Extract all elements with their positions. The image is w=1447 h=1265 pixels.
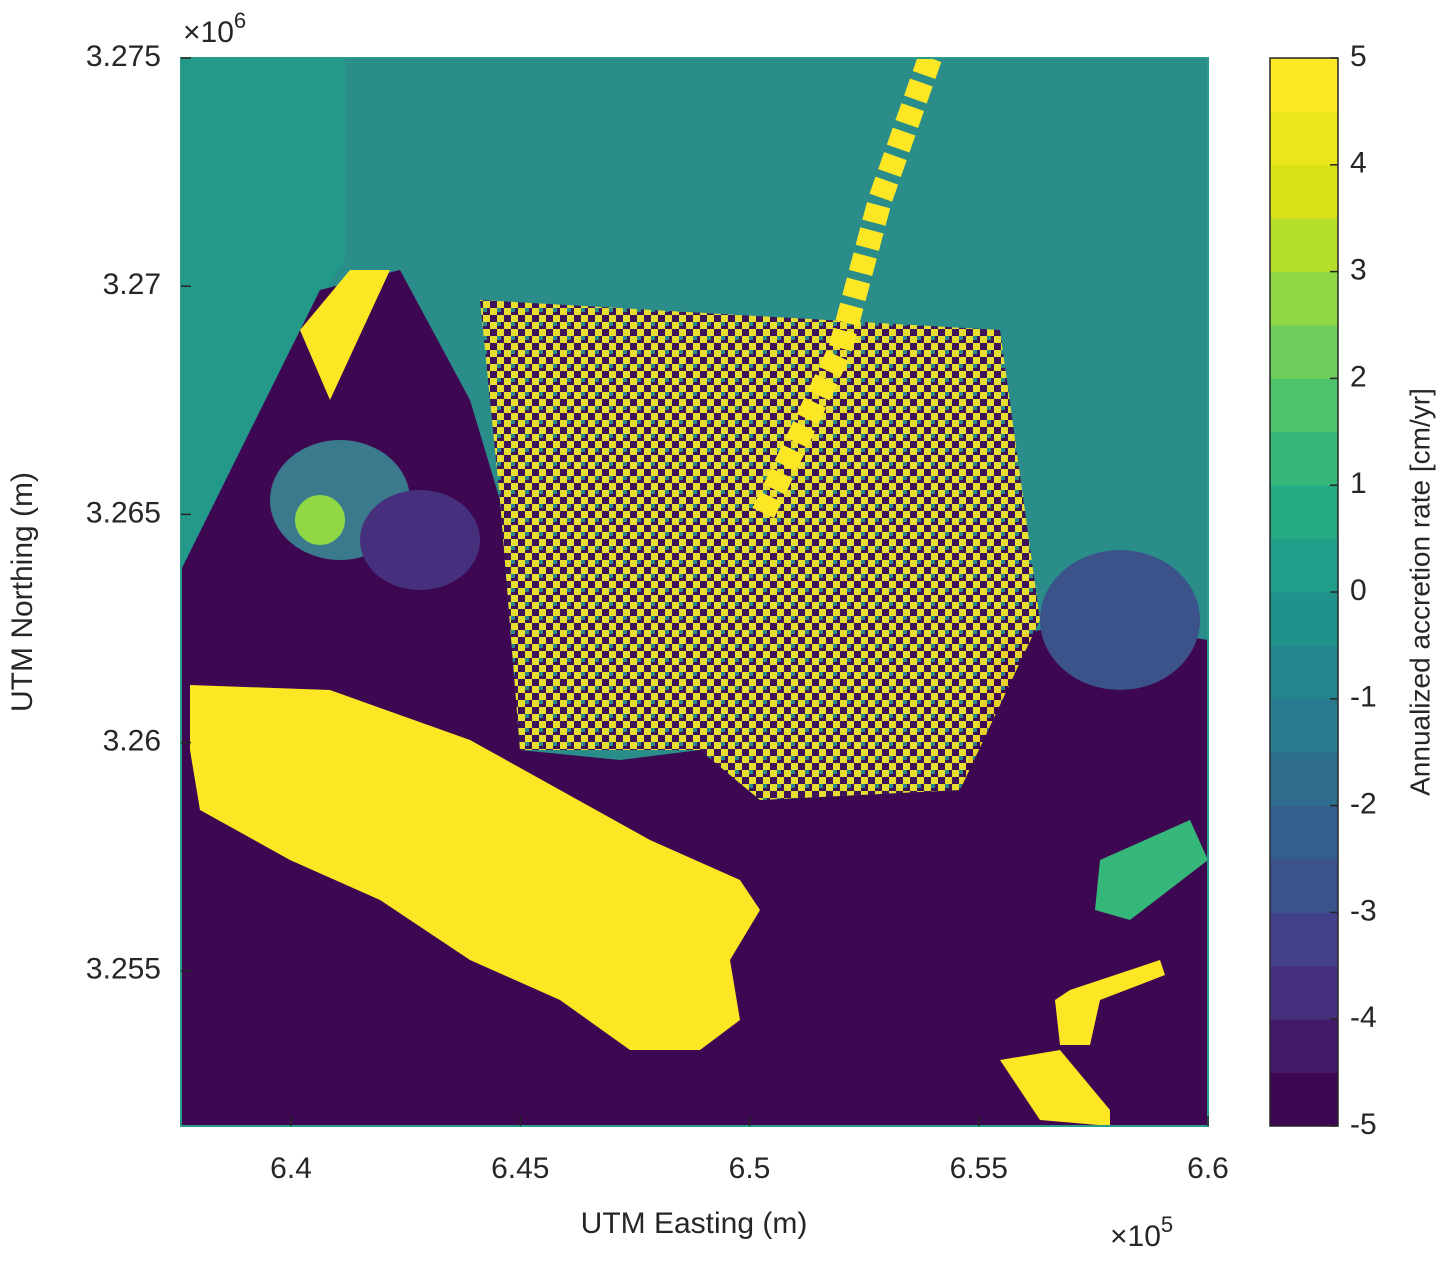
colorbar-band [1270, 859, 1338, 913]
colorbar-band [1270, 325, 1338, 379]
x-tick-label: 6.4 [270, 1152, 312, 1185]
colorbar-tick-label: 3 [1350, 254, 1367, 287]
colorbar-band [1270, 271, 1338, 326]
colorbar-band [1270, 645, 1338, 700]
colorbar-tick-label: 2 [1350, 360, 1367, 393]
colorbar-band [1270, 752, 1338, 807]
colorbar-tick-label: 4 [1350, 147, 1367, 180]
plot-frame [180, 57, 1209, 1127]
colorbar-tick-label: 1 [1350, 467, 1367, 500]
y-multiplier: ×106 [183, 8, 246, 49]
colorbar-band [1270, 965, 1338, 1020]
y-tick-label: 3.275 [86, 40, 161, 73]
colorbar-tick-label: -2 [1350, 788, 1377, 821]
y-tick-label: 3.26 [103, 725, 161, 758]
colorbar-tick-label: -4 [1350, 1001, 1377, 1034]
x-multiplier-base: ×10 [1110, 1220, 1161, 1253]
y-tick-label: 3.27 [103, 268, 161, 301]
colorbar-band [1270, 111, 1338, 166]
colorbar-band [1270, 805, 1338, 860]
y-multiplier-base: ×10 [183, 16, 234, 49]
colorbar-tick-label: -3 [1350, 894, 1377, 927]
colorbar-band [1270, 698, 1338, 753]
colorbar-band [1270, 164, 1338, 219]
y-tick-label: 3.265 [86, 496, 161, 529]
colorbar-tick-label: 5 [1350, 40, 1367, 73]
colorbar-band [1270, 912, 1338, 967]
colorbar-tick-label: -1 [1350, 681, 1377, 714]
colorbar-band [1270, 431, 1338, 486]
x-tick-label: 6.5 [729, 1152, 771, 1185]
heatmap-image [181, 58, 1208, 1126]
colorbar-band [1270, 218, 1338, 273]
y-tick-label: 3.255 [86, 953, 161, 986]
x-tick-label: 6.45 [491, 1152, 549, 1185]
x-tick-label: 6.6 [1187, 1152, 1229, 1185]
colorbar-band [1270, 1019, 1338, 1074]
y-multiplier-exponent: 6 [234, 8, 246, 33]
colorbar-tick-label: -5 [1350, 1108, 1377, 1141]
colorbar-band [1270, 1072, 1338, 1127]
y-axis-label: UTM Northing (m) [6, 472, 39, 712]
x-multiplier-exponent: 5 [1161, 1212, 1173, 1237]
colorbar-band [1270, 592, 1338, 646]
x-axis-label: UTM Easting (m) [581, 1207, 808, 1240]
colorbar-tick-label: 0 [1350, 574, 1367, 607]
colorbar-band [1270, 378, 1338, 433]
x-multiplier: ×105 [1110, 1212, 1173, 1253]
colorbar-label: Annualized accretion rate [cm/yr] [1404, 388, 1435, 796]
colorbar-band [1270, 485, 1338, 540]
x-tick-label: 6.55 [950, 1152, 1008, 1185]
colorbar-band [1270, 58, 1338, 112]
colorbar-band [1270, 538, 1338, 593]
